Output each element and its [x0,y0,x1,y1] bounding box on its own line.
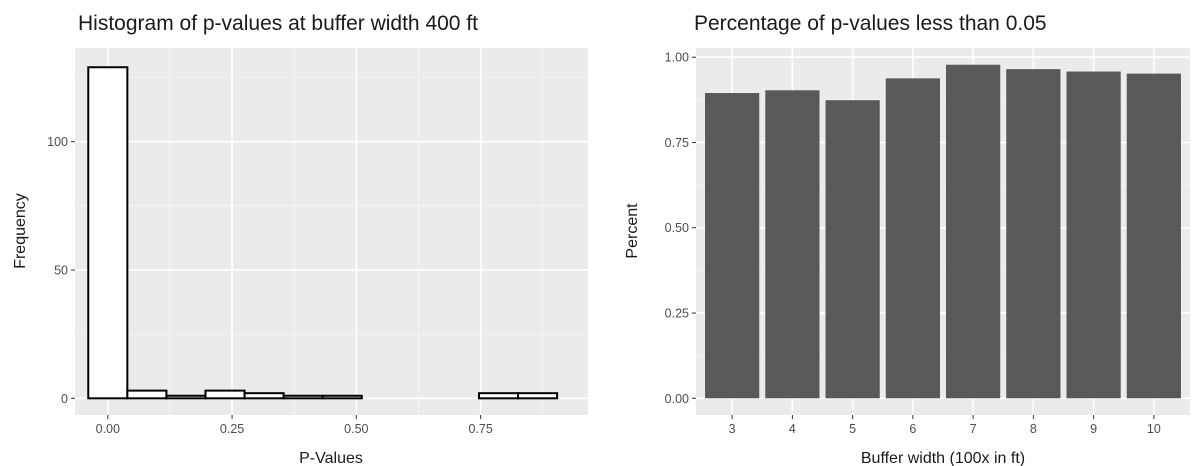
bar-chart-x-tick-label: 8 [1030,422,1037,436]
bar-chart-y-tick-label: 0.25 [665,307,689,321]
bar-chart-bar [1126,73,1181,399]
histogram-y-axis-title: Frequency [12,193,29,269]
bar-chart-x-tick-label: 4 [789,422,796,436]
bar-chart-x-axis-title: Buffer width (100x in ft) [861,450,1025,466]
histogram-bar [321,394,363,400]
bar-chart-bar [885,78,940,399]
histogram-x-tick-label: 0.25 [220,422,244,436]
histogram-x-ticks: 0.00 0.25 0.50 0.75 [96,415,493,436]
histogram-x-tick-label: 0.75 [468,422,492,436]
bar-chart-x-tick-label: 3 [729,422,736,436]
histogram-bar [204,389,246,400]
bar-chart-bar [705,93,760,399]
histogram-panel: 0.00 0.25 0.50 0.75 0 50 100 P-Values Frequen… [12,48,588,466]
bar-chart-y-tick-label: 1.00 [665,51,689,65]
histogram-y-tick-label: 100 [47,135,68,149]
histogram-title: Histogram of p-values at buffer width 40… [78,12,478,35]
bar-chart-bars [705,64,1181,399]
bar-chart-bar [946,64,1001,399]
bar-chart-bar [1066,71,1121,399]
bar-chart-panel: 3 4 5 6 7 8 9 10 0.00 0.25 0.50 0.75 1.00 Buffer wi… [624,48,1190,466]
bar-chart-x-tick-label: 7 [970,422,977,436]
histogram-bar [243,392,285,400]
histogram-bar [87,66,129,400]
histogram-x-axis-title: P-Values [299,450,363,466]
bar-chart-y-tick-label: 0.50 [665,221,689,235]
histogram-bar [517,392,559,400]
bar-chart-bar [825,100,880,399]
histogram-x-tick-label: 0.00 [96,422,120,436]
bar-chart-y-axis-title: Percent [624,203,641,259]
bar-chart-y-tick-label: 0.00 [665,392,689,406]
bar-chart-y-tick-label: 0.75 [665,136,689,150]
histogram-bar [477,392,520,400]
bar-chart-x-tick-label: 10 [1147,422,1161,436]
histogram-bar [282,394,324,400]
histogram-y-tick-label: 0 [61,392,68,406]
bar-chart-x-tick-label: 9 [1090,422,1097,436]
histogram-bar [165,394,207,400]
bar-chart-title: Percentage of p-values less than 0.05 [694,12,1047,35]
bar-chart-x-ticks: 3 4 5 6 7 8 9 10 [729,415,1161,436]
bar-chart-bar [765,90,820,399]
histogram-bars [87,66,559,400]
bar-chart-x-tick-label: 6 [909,422,916,436]
bar-chart-x-tick-label: 5 [849,422,856,436]
histogram-y-tick-label: 50 [54,263,68,277]
histogram-bar [126,389,168,400]
bar-chart-bar [1006,69,1061,399]
bar-chart-y-ticks: 0.00 0.25 0.50 0.75 1.00 [665,51,696,406]
histogram-y-ticks: 0 50 100 [47,135,75,406]
histogram-x-tick-label: 0.50 [344,422,368,436]
histogram-plot-background [75,48,588,415]
